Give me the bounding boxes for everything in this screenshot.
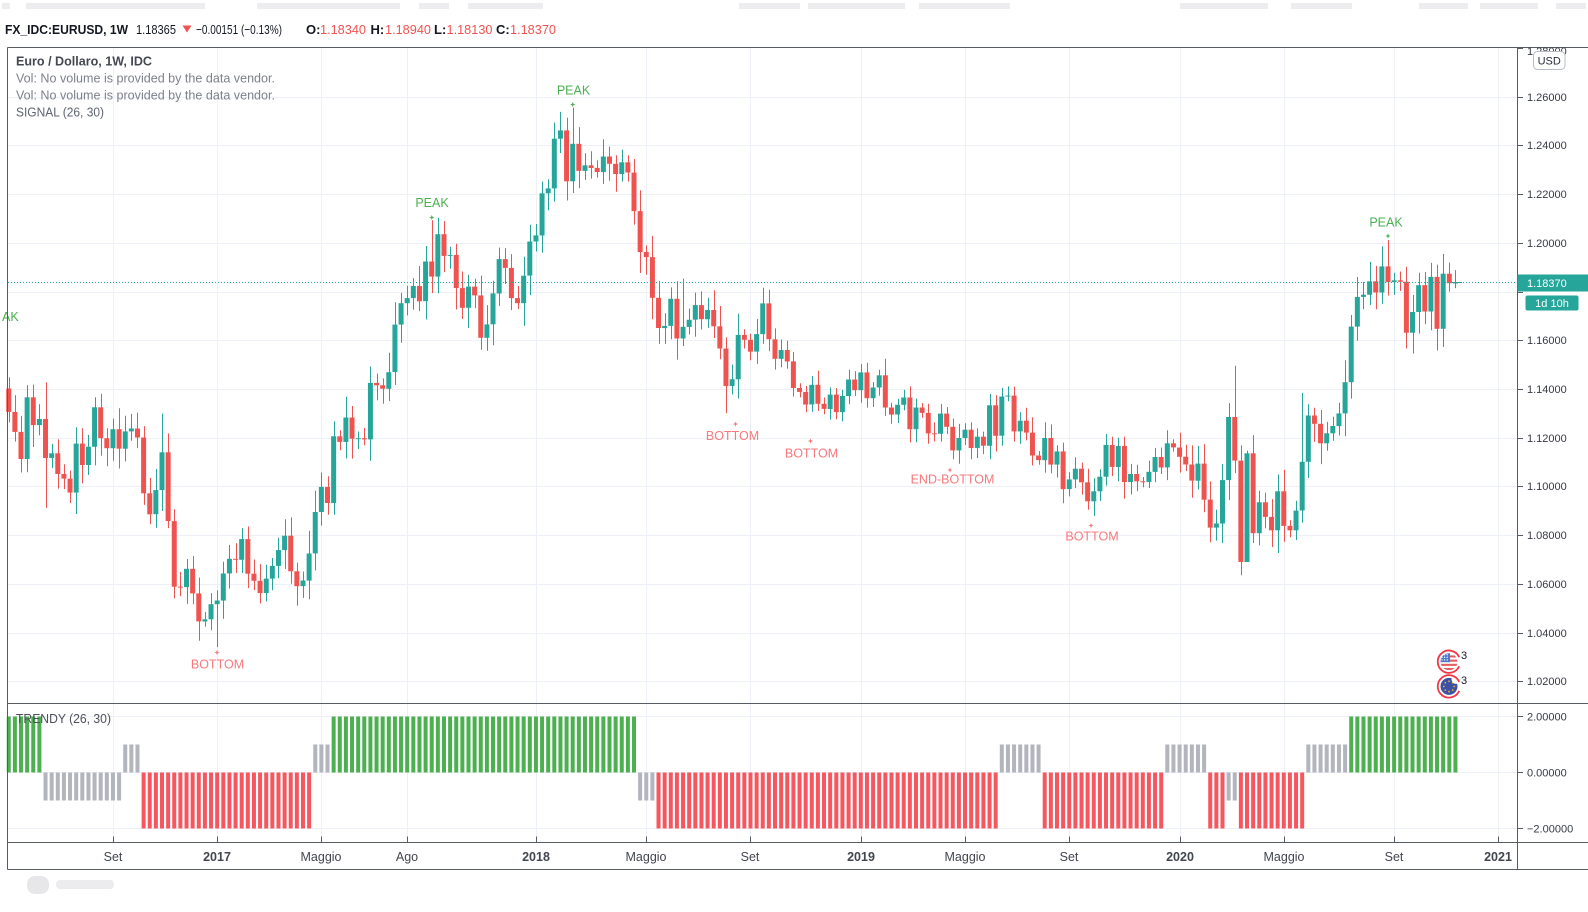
svg-text:Euro / Dollaro, 1W, IDC: Euro / Dollaro, 1W, IDC xyxy=(16,54,153,69)
svg-text:1d 10h: 1d 10h xyxy=(1535,298,1569,310)
svg-text:H:: H: xyxy=(371,22,385,37)
svg-text:TRENDY (26, 30): TRENDY (26, 30) xyxy=(16,711,111,726)
svg-text:USD: USD xyxy=(1538,56,1561,68)
svg-text:1.24000: 1.24000 xyxy=(1527,140,1567,152)
svg-text:Maggio: Maggio xyxy=(301,850,342,864)
svg-text:BOTTOM: BOTTOM xyxy=(785,447,838,461)
svg-text:−0.00151 (−0.13%): −0.00151 (−0.13%) xyxy=(196,22,282,37)
svg-text:Maggio: Maggio xyxy=(626,850,667,864)
svg-text:1.18370: 1.18370 xyxy=(1527,278,1567,290)
svg-text:0.00000: 0.00000 xyxy=(1527,768,1567,780)
svg-text:1.18130: 1.18130 xyxy=(447,22,493,37)
svg-text:1.18340: 1.18340 xyxy=(320,22,366,37)
svg-text:BOTTOM: BOTTOM xyxy=(191,658,244,672)
svg-text:PEAK: PEAK xyxy=(1369,216,1403,230)
svg-text:AK: AK xyxy=(2,310,19,324)
svg-text:PEAK: PEAK xyxy=(557,84,591,98)
svg-text:1.26000: 1.26000 xyxy=(1527,92,1567,104)
svg-text:2.00000: 2.00000 xyxy=(1527,712,1567,724)
svg-text:1.18365: 1.18365 xyxy=(136,22,176,37)
svg-text:1.06000: 1.06000 xyxy=(1527,579,1567,591)
svg-text:Vol: No volume is provided by: Vol: No volume is provided by the data v… xyxy=(16,71,275,86)
svg-text:C:: C: xyxy=(496,22,510,37)
svg-text:PEAK: PEAK xyxy=(415,196,449,210)
svg-text:1.20000: 1.20000 xyxy=(1527,238,1567,250)
svg-text:Vol: No volume is provided by: Vol: No volume is provided by the data v… xyxy=(16,88,275,103)
svg-text:1.18940: 1.18940 xyxy=(385,22,431,37)
svg-text:2021: 2021 xyxy=(1484,850,1512,864)
svg-text:O:: O: xyxy=(306,22,320,37)
svg-text:SIGNAL (26, 30): SIGNAL (26, 30) xyxy=(16,105,104,120)
svg-text:BOTTOM: BOTTOM xyxy=(706,429,759,443)
svg-text:Set: Set xyxy=(1385,850,1404,864)
svg-text:1.18370: 1.18370 xyxy=(510,22,556,37)
svg-text:BOTTOM: BOTTOM xyxy=(1065,530,1118,544)
svg-text:1.08000: 1.08000 xyxy=(1527,530,1567,542)
svg-text:Set: Set xyxy=(1060,850,1079,864)
svg-text:L:: L: xyxy=(434,22,446,37)
svg-text:Maggio: Maggio xyxy=(945,850,986,864)
svg-text:FX_IDC:EURUSD, 1W: FX_IDC:EURUSD, 1W xyxy=(5,22,129,37)
svg-text:1.10000: 1.10000 xyxy=(1527,481,1567,493)
svg-text:Maggio: Maggio xyxy=(1264,850,1305,864)
svg-text:1.14000: 1.14000 xyxy=(1527,384,1567,396)
svg-text:−2.00000: −2.00000 xyxy=(1527,824,1573,836)
svg-text:1.16000: 1.16000 xyxy=(1527,335,1567,347)
svg-text:Set: Set xyxy=(741,850,760,864)
svg-text:1.12000: 1.12000 xyxy=(1527,433,1567,445)
svg-text:2019: 2019 xyxy=(847,850,875,864)
svg-text:Ago: Ago xyxy=(396,850,418,864)
svg-text:Set: Set xyxy=(104,850,123,864)
svg-text:2018: 2018 xyxy=(522,850,550,864)
svg-text:1.22000: 1.22000 xyxy=(1527,189,1567,201)
svg-text:2017: 2017 xyxy=(203,850,231,864)
svg-text:END-BOTTOM: END-BOTTOM xyxy=(911,473,995,487)
svg-text:1.04000: 1.04000 xyxy=(1527,628,1567,640)
svg-text:2020: 2020 xyxy=(1166,850,1194,864)
svg-text:3: 3 xyxy=(1461,650,1467,662)
svg-text:3: 3 xyxy=(1461,675,1467,687)
svg-text:1.02000: 1.02000 xyxy=(1527,676,1567,688)
